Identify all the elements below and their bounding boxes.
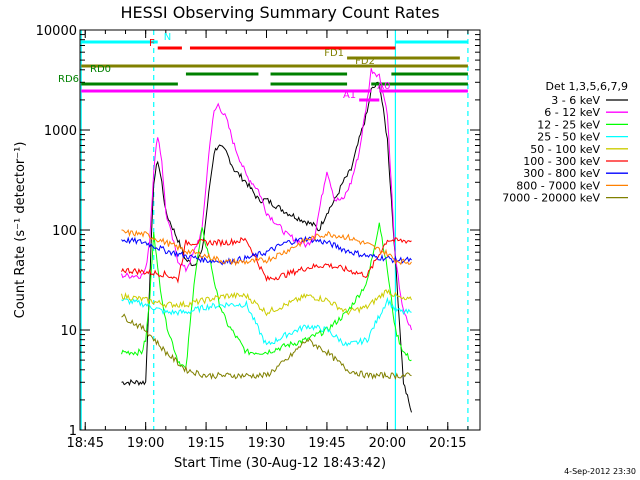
legend-label-7: 800 - 7000 keV [516,179,600,192]
flag-label-rd6: RD6 [58,74,79,85]
legend-title: Det 1,3,5,6,7,9 [545,80,628,93]
x-tick-label-0: 18:45 [67,436,104,451]
x-tick-label-6: 20:15 [429,436,466,451]
series-line-6 [121,235,412,266]
legend-label-8: 7000 - 20000 keV [502,192,600,205]
flag-label-fd2: FD2 [355,56,375,67]
x-tick-label-3: 19:30 [248,436,285,451]
flag-label-a1: A1 [343,90,356,101]
legend-label-3: 25 - 50 keV [537,131,600,144]
legend-label-2: 12 - 25 keV [537,118,600,131]
x-axis-label: Start Time (30-Aug-12 18:43:42) [174,456,386,471]
y-tick-label-4: 10000 [36,24,77,39]
flag-label-f: F [149,38,155,49]
legend-label-0: 3 - 6 keV [551,94,600,107]
legend-label-5: 100 - 300 keV [523,155,600,168]
flag-label-fd1: FD1 [324,48,344,59]
x-tick-label-2: 19:15 [187,436,224,451]
axes: 18:45 19:00 19:15 19:30 19:45 20:00 20:15 1 10 10… [36,24,480,451]
series-line-8 [121,313,412,381]
y-tick-label-2: 100 [52,224,77,239]
y-tick-label-1: 10 [60,324,77,339]
plot-area [80,30,469,430]
legend-label-6: 300 - 800 keV [523,167,600,180]
series-line-3 [121,296,412,347]
timestamp: 4-Sep-2012 23:30 [564,467,636,476]
series-line-5 [121,236,412,284]
series-line-7 [121,228,412,267]
x-tick-label-1: 19:00 [127,436,164,451]
x-tick-label-4: 19:45 [308,436,345,451]
y-tick-label-0: 1 [69,424,77,439]
x-tick-label-5: 20:00 [369,436,406,451]
y-axis-label: Count Rate (s⁻¹ detector⁻¹) [13,142,28,319]
flag-label-a0: A0 [377,81,390,92]
series-line-1 [121,68,412,331]
flag-label-n: N [164,32,171,43]
legend-label-4: 50 - 100 keV [530,143,600,156]
series-line-2 [121,222,412,368]
series-line-4 [121,288,412,317]
y-tick-label-3: 1000 [44,124,77,139]
flag-label-rd0: RD0 [90,64,111,75]
chart-title: HESSI Observing Summary Count Rates [120,3,439,22]
legend-label-1: 6 - 12 keV [544,106,600,119]
